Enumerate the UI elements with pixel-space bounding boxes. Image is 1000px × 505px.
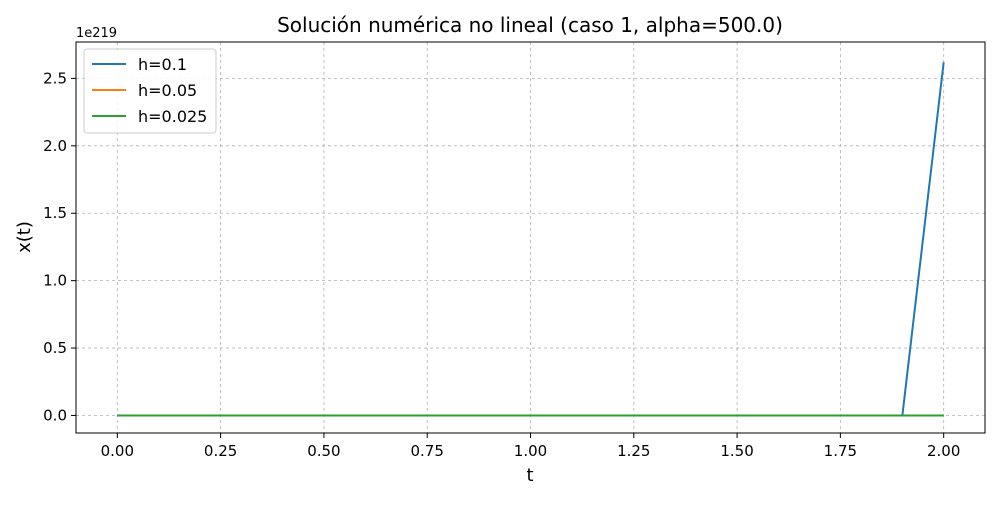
x-tick-label: 0.25 [204,442,237,460]
tick-layer: 0.00 0.25 0.50 0.75 1.00 1.25 1.50 1.75 2.00 0.0 0… [43,69,960,460]
y-tick-label: 2.5 [43,69,67,87]
legend: h=0.1 h=0.05 h=0.025 [83,48,217,134]
x-axis-label: t [526,465,533,486]
x-tick-label: 1.75 [824,442,857,460]
legend-label-3: h=0.025 [138,107,207,126]
y-tick-label: 0.0 [43,406,67,424]
x-tick-label: 1.25 [617,442,650,460]
x-tick-label: 1.00 [514,442,547,460]
x-tick-label: 1.50 [720,442,753,460]
y-tick-label: 0.5 [43,339,67,357]
x-tick-label: 0.75 [411,442,444,460]
x-tick-label: 0.50 [307,442,340,460]
legend-frame [83,48,217,134]
y-offset-label: 1e219 [76,26,117,41]
y-tick-label: 2.0 [43,137,67,155]
chart-title: Solución numérica no lineal (caso 1, alp… [277,13,783,37]
legend-label-1: h=0.1 [138,55,187,74]
y-tick-label: 1.0 [43,272,67,290]
x-tick-label: 2.00 [927,442,960,460]
legend-label-2: h=0.05 [138,81,197,100]
series-layer [117,62,945,417]
y-tick-label: 1.5 [43,204,67,222]
x-tick-label: 0.00 [101,442,134,460]
y-axis-label: x(t) [14,221,35,253]
